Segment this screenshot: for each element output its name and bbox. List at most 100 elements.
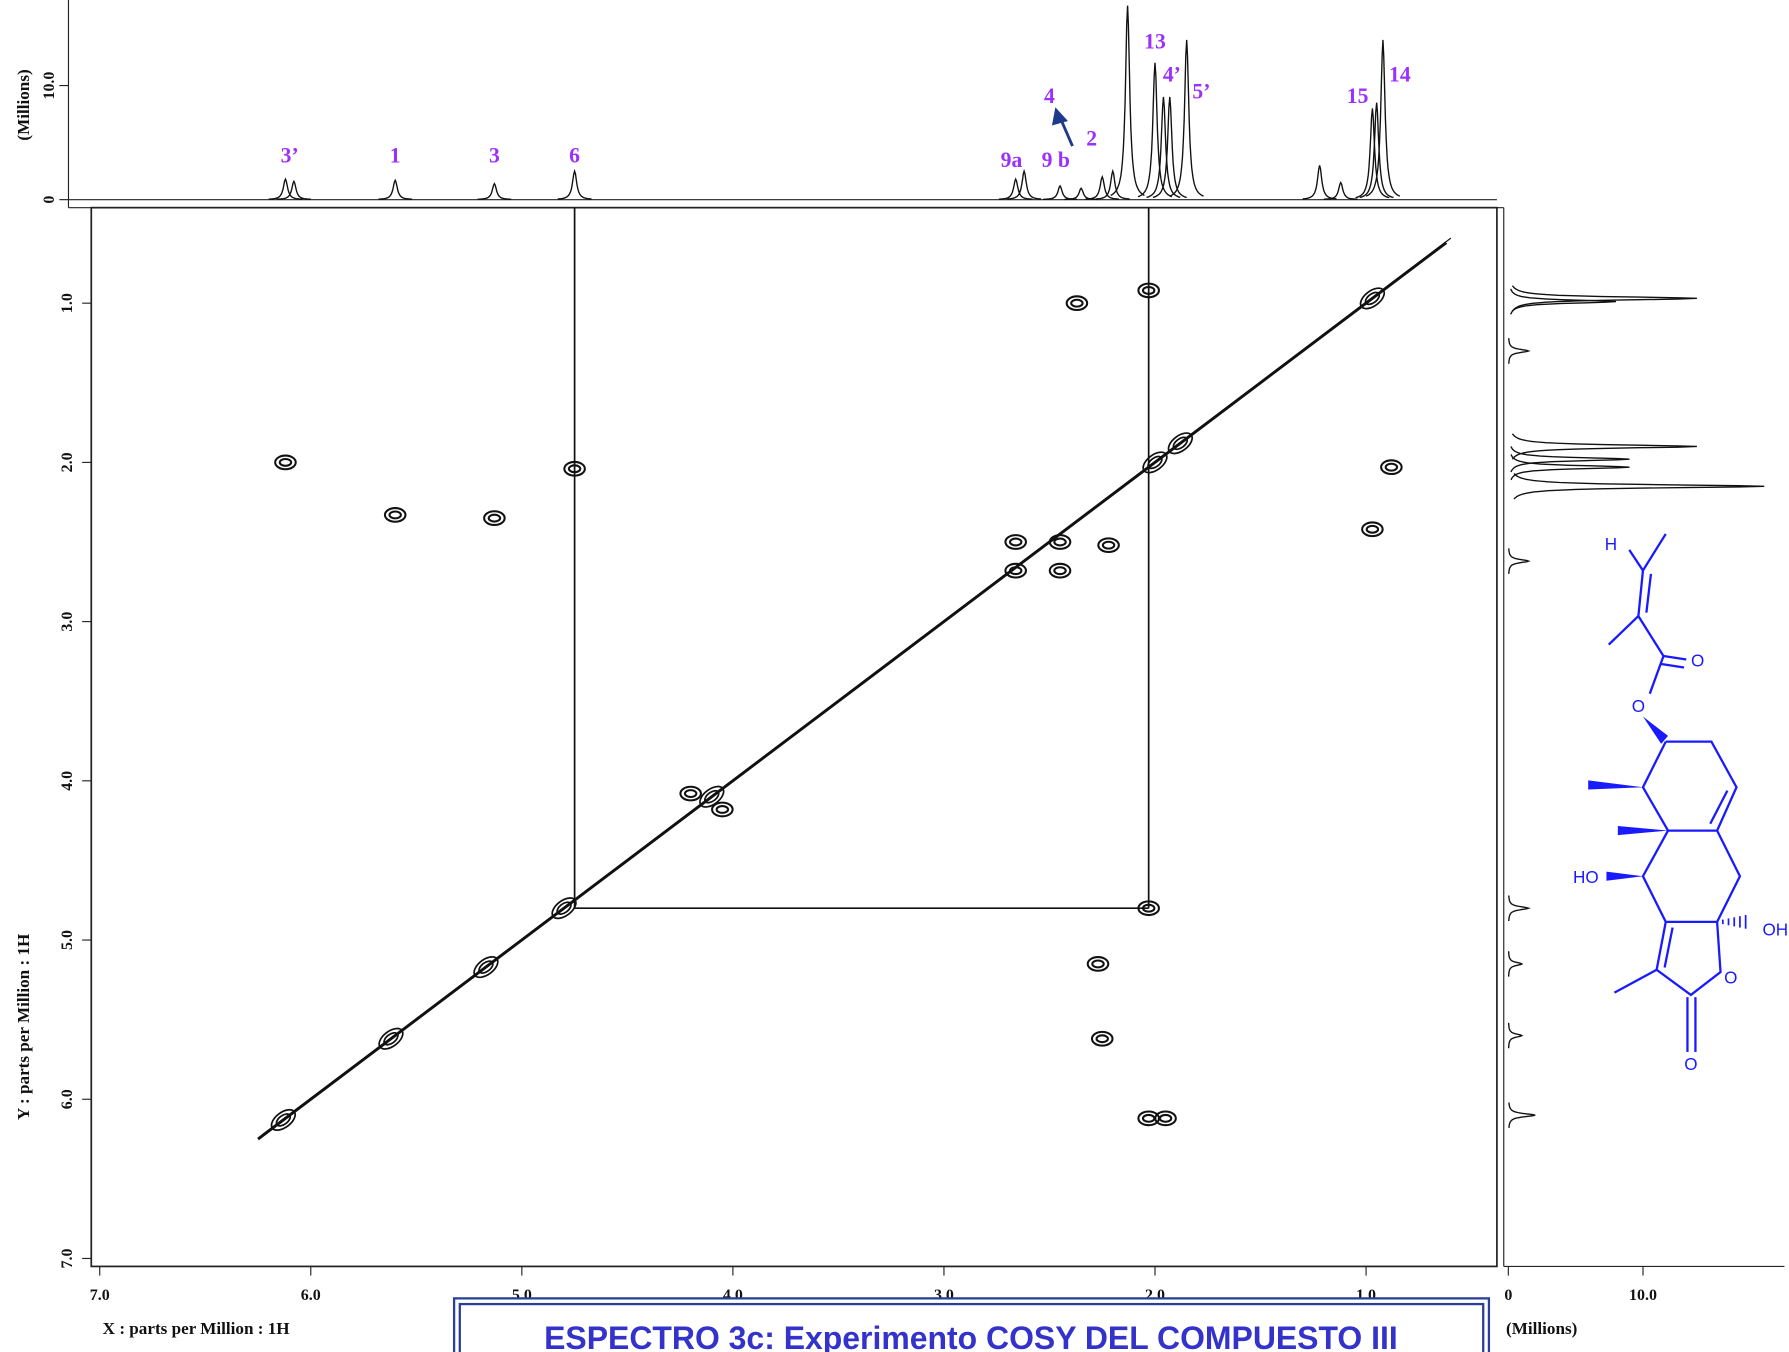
y-tick-label: 3.0 xyxy=(59,612,76,632)
top-peak xyxy=(1043,184,1077,201)
peak-label: 15 xyxy=(1347,84,1369,108)
right-peak xyxy=(1510,446,1630,473)
y-tick-label: 1.0 xyxy=(59,293,76,313)
ring xyxy=(1641,830,1742,924)
right-peak xyxy=(1510,288,1617,315)
diagonal-peak xyxy=(1167,432,1194,455)
bond xyxy=(1663,927,1674,968)
cross-peak xyxy=(683,789,698,799)
atom-label: O xyxy=(1632,697,1645,716)
arrow-head xyxy=(1051,107,1068,126)
cross-peak xyxy=(1048,562,1072,579)
diagonal-peak xyxy=(378,1027,404,1050)
y-tick-label: 6.0 xyxy=(59,1089,76,1109)
cross-peak xyxy=(383,507,407,523)
x-tick-label: 6.0 xyxy=(301,1287,321,1304)
right-peak xyxy=(1513,473,1765,500)
caption-box-inner xyxy=(458,1302,1485,1352)
cross-peak xyxy=(679,785,702,802)
top-peak xyxy=(277,179,311,200)
arrow xyxy=(1059,119,1074,147)
diagonal-peak xyxy=(1172,436,1189,451)
cross-peak xyxy=(1004,534,1028,550)
diagonal-peak xyxy=(270,1108,297,1132)
peak-label: 1 xyxy=(390,143,401,167)
bond xyxy=(1645,573,1653,613)
cross-peak xyxy=(1053,566,1067,576)
cross-peak xyxy=(1384,462,1399,472)
peak-label: 4’ xyxy=(1163,62,1181,86)
bond xyxy=(1661,662,1685,669)
bond xyxy=(1613,968,1658,994)
peak-label: 3 xyxy=(489,143,500,167)
cross-peak xyxy=(1141,1113,1156,1123)
diagonal-peak xyxy=(473,956,499,979)
right-axis-title: (Millions) xyxy=(1506,1319,1577,1338)
cross-peak xyxy=(1008,566,1023,576)
ring xyxy=(1641,740,1738,832)
diagonal-peak xyxy=(704,789,720,804)
top-peak xyxy=(477,182,512,201)
cross-peak xyxy=(1365,524,1380,534)
ring xyxy=(1655,921,1722,997)
peak-label: 3’ xyxy=(281,143,299,167)
top-peak xyxy=(1355,108,1390,199)
peak-label: 9a xyxy=(1001,148,1023,172)
y-tick-label: 4.0 xyxy=(59,771,76,791)
wedge xyxy=(1588,780,1643,790)
right-x-tick-label: 10.0 xyxy=(1629,1287,1657,1304)
top-peak xyxy=(557,168,592,200)
x-axis-title: X : parts per Million : 1H xyxy=(103,1319,291,1338)
top-y-tick-label: 10.0 xyxy=(41,72,58,100)
top-peak xyxy=(1323,181,1358,200)
y-tick-label: 7.0 xyxy=(59,1248,76,1268)
y-axis-title: Y : parts per Million : 1H xyxy=(14,933,33,1120)
cross-peak xyxy=(715,805,730,814)
caption-box xyxy=(452,1297,1491,1352)
x-tick-label: 7.0 xyxy=(90,1287,110,1304)
bond xyxy=(1637,570,1645,617)
hash-bond xyxy=(1721,915,1747,929)
cross-peak xyxy=(1380,459,1403,476)
right-peak xyxy=(1508,1102,1536,1129)
cross-peak xyxy=(388,510,402,520)
cross-peak xyxy=(711,801,734,818)
bond xyxy=(1628,533,1667,573)
bond xyxy=(1663,654,1687,661)
diagonal-peak xyxy=(1359,287,1386,310)
diagonal-band xyxy=(262,237,1452,1135)
wedge xyxy=(1606,871,1643,881)
top-peak xyxy=(268,177,303,200)
peak-label: 13 xyxy=(1144,29,1166,53)
cross-peak xyxy=(1101,540,1116,550)
y-tick-label: 5.0 xyxy=(59,930,76,950)
cross-peak xyxy=(1048,534,1072,550)
cross-peak xyxy=(1065,295,1089,312)
caption: ESPECTRO 3c: Experimento COSY DEL COMPUE… xyxy=(544,1320,1398,1352)
peak-label: 2 xyxy=(1086,126,1097,150)
cross-peak xyxy=(274,454,297,471)
cross-peak xyxy=(1158,1113,1173,1123)
diagonal-peak xyxy=(478,960,494,974)
top-peak xyxy=(1169,39,1204,197)
cross-peak xyxy=(1008,537,1023,547)
cross-peak xyxy=(1091,959,1105,969)
peak-label: 6 xyxy=(569,143,580,167)
bond xyxy=(1607,614,1665,695)
top-y-tick-label: 0 xyxy=(41,196,58,204)
cross-peak xyxy=(483,510,506,526)
diagonal-peak xyxy=(1142,451,1168,474)
peak-label: 4 xyxy=(1044,84,1055,108)
cross-peak xyxy=(1090,1030,1114,1047)
top-peak xyxy=(1137,62,1173,198)
cross-peak xyxy=(487,513,502,523)
wedge xyxy=(1617,826,1669,836)
top-peak xyxy=(1146,96,1181,199)
cross-peak xyxy=(1070,298,1084,308)
right-peak xyxy=(1508,895,1531,921)
diagonal-peak xyxy=(275,1113,292,1127)
atom-label: HO xyxy=(1573,868,1599,887)
top-peak xyxy=(1007,168,1041,200)
top-peak xyxy=(1095,168,1130,200)
y-tick-label: 2.0 xyxy=(59,452,76,472)
